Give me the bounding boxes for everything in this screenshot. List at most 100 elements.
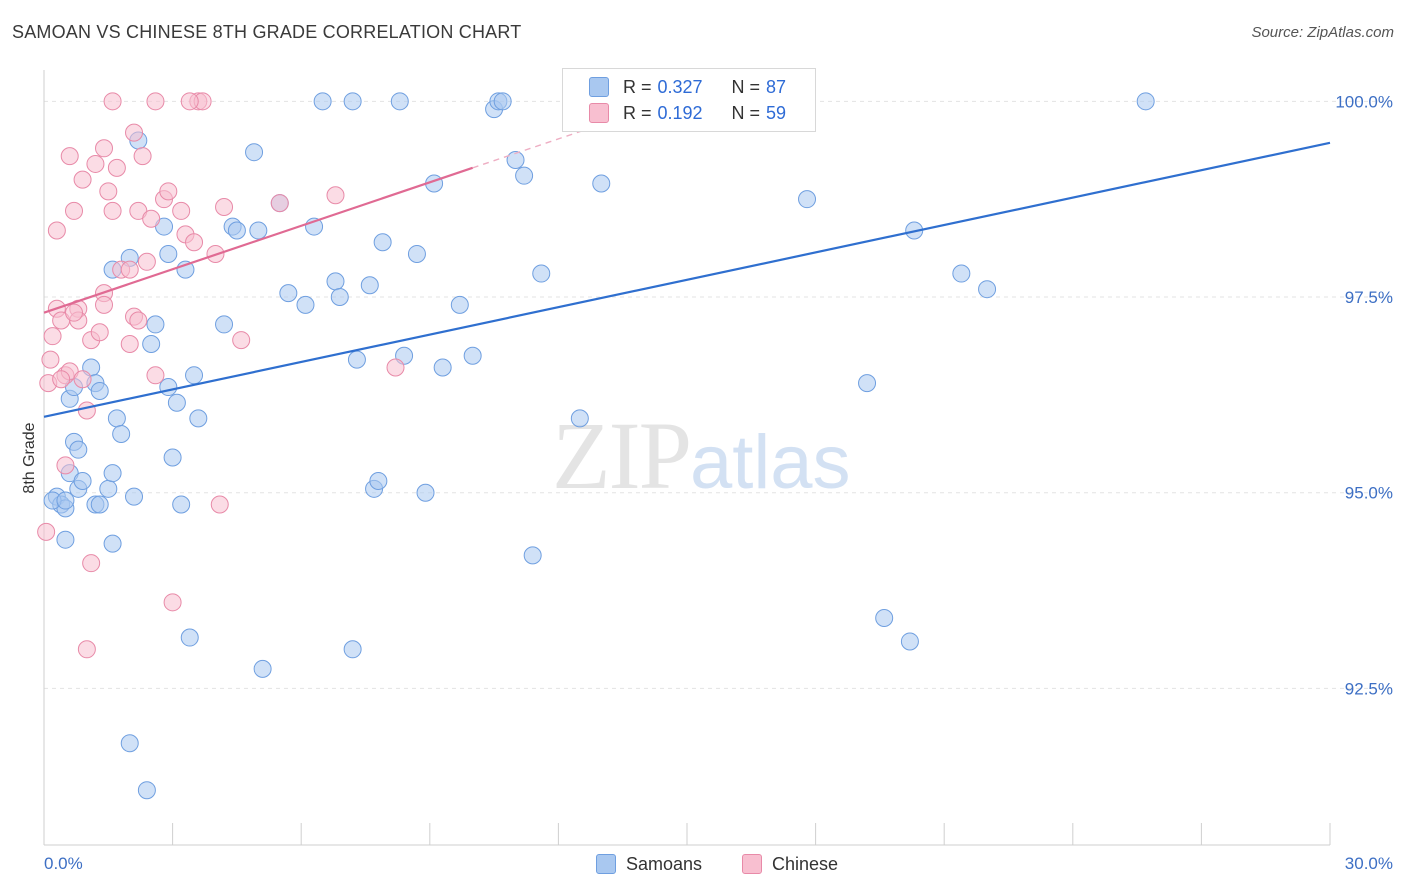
chinese-point xyxy=(41,350,60,369)
samoans-point xyxy=(952,264,971,283)
chinese-r-value: 0.192 xyxy=(657,102,703,123)
samoans-point xyxy=(798,190,817,209)
chinese-point xyxy=(232,331,251,350)
chinese-points xyxy=(37,92,405,659)
samoans-point xyxy=(142,334,161,353)
samoans-point xyxy=(407,244,426,263)
chinese-point xyxy=(56,456,75,475)
x-tick-label-min: 0.0% xyxy=(44,854,83,873)
samoans-point xyxy=(90,495,109,514)
samoans-point xyxy=(450,295,469,314)
chinese-n-value: 59 xyxy=(766,102,787,123)
samoans-point xyxy=(369,471,388,490)
y-tick-label: 100.0% xyxy=(1335,92,1393,111)
chinese-point xyxy=(95,139,114,158)
samoans-point xyxy=(433,358,452,377)
y-tick-label: 95.0% xyxy=(1345,484,1393,503)
samoans-point xyxy=(137,781,156,800)
chinese-point xyxy=(99,182,118,201)
chinese-point xyxy=(180,92,199,111)
chinese-point xyxy=(52,370,71,389)
samoans-point xyxy=(326,272,345,291)
chinese-point xyxy=(65,201,84,220)
chinese-point xyxy=(137,252,156,271)
samoans-point xyxy=(463,346,482,365)
chinese-point xyxy=(37,522,56,541)
chinese-point xyxy=(107,158,126,177)
legend-row-samoans: R = 0.327 N = 87 xyxy=(589,74,786,100)
chinese-point xyxy=(65,303,84,322)
samoans-point xyxy=(347,350,366,369)
samoans-point xyxy=(103,534,122,553)
samoans-point xyxy=(249,221,268,240)
chinese-n-label: N = xyxy=(731,102,761,123)
samoans-point xyxy=(1136,92,1155,111)
samoans-point xyxy=(330,288,349,307)
samoans-point xyxy=(227,221,246,240)
samoans-point xyxy=(245,143,264,162)
bottom-legend-chinese: Chinese xyxy=(742,851,838,877)
trend-lines xyxy=(43,123,1331,418)
y-axis-title: 8th Grade xyxy=(21,422,38,493)
samoans-point xyxy=(416,483,435,502)
samoans-point xyxy=(69,440,88,459)
samoans-point xyxy=(343,92,362,111)
samoans-point xyxy=(56,530,75,549)
chinese-point xyxy=(163,593,182,612)
samoans-legend-label: Samoans xyxy=(626,853,703,874)
chinese-point xyxy=(125,123,144,142)
chinese-point xyxy=(326,186,345,205)
chinese-legend-swatch xyxy=(742,854,762,874)
watermark: ZIPatlas xyxy=(552,400,851,511)
chinese-legend-label: Chinese xyxy=(772,853,839,874)
chinese-point xyxy=(215,197,234,216)
chinese-trend-line xyxy=(43,166,474,314)
chinese-point xyxy=(43,327,62,346)
samoans-point xyxy=(875,608,894,627)
chinese-r-label: R = xyxy=(623,102,652,123)
samoans-n-value: 87 xyxy=(766,76,787,97)
y-tick-label: 97.5% xyxy=(1345,288,1393,307)
chinese-point xyxy=(103,92,122,111)
samoans-point xyxy=(390,92,409,111)
chinese-point xyxy=(120,260,139,279)
samoans-point xyxy=(112,425,131,444)
samoans-r-value: 0.327 xyxy=(657,76,703,97)
samoans-point xyxy=(215,315,234,334)
samoans-point xyxy=(125,487,144,506)
samoans-point xyxy=(532,264,551,283)
samoans-point xyxy=(493,92,512,111)
chinese-point xyxy=(103,201,122,220)
chinese-point xyxy=(210,495,229,514)
chinese-point xyxy=(129,311,148,330)
chinese-point xyxy=(172,201,191,220)
chinese-point xyxy=(95,295,114,314)
samoans-point xyxy=(978,280,997,299)
samoans-point xyxy=(159,244,178,263)
y-tick-label: 92.5% xyxy=(1345,679,1393,698)
samoans-point xyxy=(107,409,126,428)
samoans-point xyxy=(73,471,92,490)
chinese-point xyxy=(146,92,165,111)
chinese-point xyxy=(159,182,178,201)
samoans-point xyxy=(296,295,315,314)
samoans-point xyxy=(900,632,919,651)
samoans-point xyxy=(515,166,534,185)
samoans-point xyxy=(159,378,178,397)
samoans-point xyxy=(373,233,392,252)
chinese-point xyxy=(270,194,289,213)
chinese-point xyxy=(185,233,204,252)
correlation-legend: R = 0.327 N = 87 R = 0.192 N = 59 xyxy=(562,68,816,132)
samoans-r-label: R = xyxy=(623,76,652,97)
samoans-point xyxy=(99,479,118,498)
axes xyxy=(43,70,1331,846)
samoans-point xyxy=(120,734,139,753)
bottom-legend-samoans: Samoans xyxy=(596,851,702,877)
samoans-point xyxy=(146,315,165,334)
samoans-point xyxy=(360,276,379,295)
samoans-point xyxy=(506,151,525,170)
chinese-point xyxy=(146,366,165,385)
chinese-point xyxy=(77,640,96,659)
chinese-point xyxy=(73,370,92,389)
